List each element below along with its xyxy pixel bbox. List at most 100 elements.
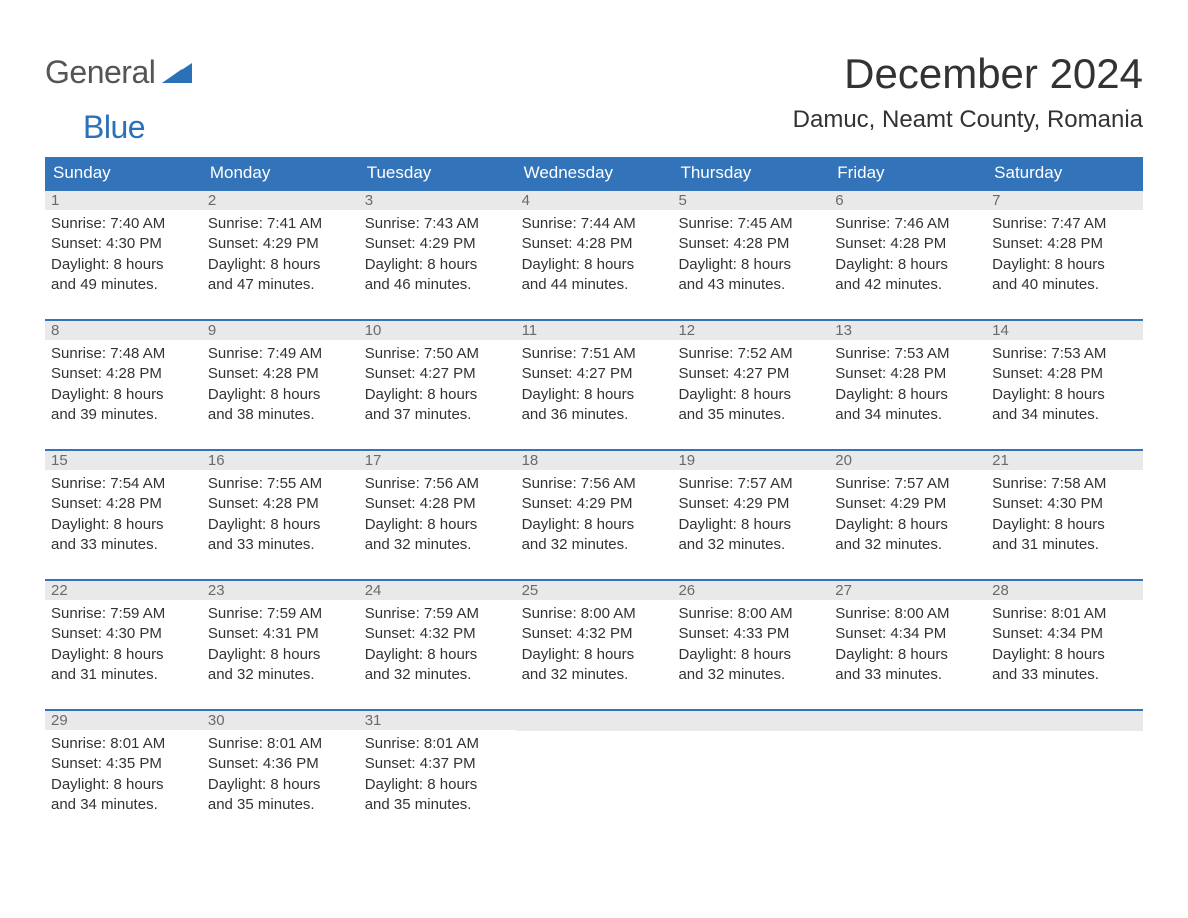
calendar-cell: 26Sunrise: 8:00 AMSunset: 4:33 PMDayligh…	[672, 581, 829, 693]
day-number: 5	[672, 191, 829, 210]
dl1-text: Daylight: 8 hours	[365, 385, 510, 405]
sunrise-text: Sunrise: 7:49 AM	[208, 344, 353, 364]
calendar-cell: 22Sunrise: 7:59 AMSunset: 4:30 PMDayligh…	[45, 581, 202, 693]
day-number: 28	[986, 581, 1143, 600]
sunset-text: Sunset: 4:28 PM	[522, 234, 667, 254]
cell-body: Sunrise: 7:44 AMSunset: 4:28 PMDaylight:…	[516, 210, 673, 299]
day-number: 23	[202, 581, 359, 600]
sunset-text: Sunset: 4:32 PM	[522, 624, 667, 644]
day-header-sat: Saturday	[986, 157, 1143, 189]
cell-body: Sunrise: 7:46 AMSunset: 4:28 PMDaylight:…	[829, 210, 986, 299]
dl2-text: and 32 minutes.	[678, 535, 823, 555]
calendar-cell: 20Sunrise: 7:57 AMSunset: 4:29 PMDayligh…	[829, 451, 986, 563]
dl1-text: Daylight: 8 hours	[51, 645, 196, 665]
dl1-text: Daylight: 8 hours	[992, 645, 1137, 665]
day-number	[829, 711, 986, 731]
calendar-cell: 4Sunrise: 7:44 AMSunset: 4:28 PMDaylight…	[516, 191, 673, 303]
cell-body: Sunrise: 7:59 AMSunset: 4:30 PMDaylight:…	[45, 600, 202, 689]
calendar-cell: 24Sunrise: 7:59 AMSunset: 4:32 PMDayligh…	[359, 581, 516, 693]
sunset-text: Sunset: 4:37 PM	[365, 754, 510, 774]
cell-body: Sunrise: 7:56 AMSunset: 4:28 PMDaylight:…	[359, 470, 516, 559]
day-number: 19	[672, 451, 829, 470]
cell-body: Sunrise: 7:59 AMSunset: 4:32 PMDaylight:…	[359, 600, 516, 689]
cell-body: Sunrise: 7:51 AMSunset: 4:27 PMDaylight:…	[516, 340, 673, 429]
cell-body: Sunrise: 7:56 AMSunset: 4:29 PMDaylight:…	[516, 470, 673, 559]
calendar-week: 22Sunrise: 7:59 AMSunset: 4:30 PMDayligh…	[45, 579, 1143, 693]
cell-body: Sunrise: 7:52 AMSunset: 4:27 PMDaylight:…	[672, 340, 829, 429]
day-header-tue: Tuesday	[359, 157, 516, 189]
cell-body: Sunrise: 7:55 AMSunset: 4:28 PMDaylight:…	[202, 470, 359, 559]
calendar-cell	[829, 711, 986, 823]
day-number: 18	[516, 451, 673, 470]
sunrise-text: Sunrise: 7:43 AM	[365, 214, 510, 234]
calendar-cell: 2Sunrise: 7:41 AMSunset: 4:29 PMDaylight…	[202, 191, 359, 303]
dl2-text: and 32 minutes.	[365, 665, 510, 685]
sunrise-text: Sunrise: 7:50 AM	[365, 344, 510, 364]
sunset-text: Sunset: 4:30 PM	[992, 494, 1137, 514]
dl2-text: and 33 minutes.	[992, 665, 1137, 685]
dl1-text: Daylight: 8 hours	[51, 255, 196, 275]
sunrise-text: Sunrise: 8:00 AM	[522, 604, 667, 624]
day-number: 9	[202, 321, 359, 340]
day-number: 7	[986, 191, 1143, 210]
dl1-text: Daylight: 8 hours	[51, 775, 196, 795]
dl2-text: and 43 minutes.	[678, 275, 823, 295]
day-number: 21	[986, 451, 1143, 470]
sunrise-text: Sunrise: 7:59 AM	[208, 604, 353, 624]
cell-body: Sunrise: 7:53 AMSunset: 4:28 PMDaylight:…	[829, 340, 986, 429]
cell-body: Sunrise: 7:57 AMSunset: 4:29 PMDaylight:…	[829, 470, 986, 559]
calendar-cell: 31Sunrise: 8:01 AMSunset: 4:37 PMDayligh…	[359, 711, 516, 823]
calendar-cell: 10Sunrise: 7:50 AMSunset: 4:27 PMDayligh…	[359, 321, 516, 433]
day-header-mon: Monday	[202, 157, 359, 189]
sunset-text: Sunset: 4:29 PM	[522, 494, 667, 514]
dl2-text: and 34 minutes.	[835, 405, 980, 425]
sunset-text: Sunset: 4:29 PM	[365, 234, 510, 254]
calendar: Sunday Monday Tuesday Wednesday Thursday…	[45, 157, 1143, 823]
calendar-cell: 15Sunrise: 7:54 AMSunset: 4:28 PMDayligh…	[45, 451, 202, 563]
logo: General Blue	[45, 56, 192, 143]
calendar-cell: 29Sunrise: 8:01 AMSunset: 4:35 PMDayligh…	[45, 711, 202, 823]
cell-body: Sunrise: 8:01 AMSunset: 4:36 PMDaylight:…	[202, 730, 359, 819]
dl1-text: Daylight: 8 hours	[678, 255, 823, 275]
sunrise-text: Sunrise: 7:55 AM	[208, 474, 353, 494]
dl1-text: Daylight: 8 hours	[365, 645, 510, 665]
dl1-text: Daylight: 8 hours	[208, 645, 353, 665]
cell-body: Sunrise: 8:01 AMSunset: 4:37 PMDaylight:…	[359, 730, 516, 819]
dl2-text: and 42 minutes.	[835, 275, 980, 295]
sunrise-text: Sunrise: 7:56 AM	[522, 474, 667, 494]
day-number: 17	[359, 451, 516, 470]
sunset-text: Sunset: 4:30 PM	[51, 234, 196, 254]
dl1-text: Daylight: 8 hours	[522, 385, 667, 405]
day-number: 4	[516, 191, 673, 210]
dl1-text: Daylight: 8 hours	[522, 255, 667, 275]
dl2-text: and 33 minutes.	[208, 535, 353, 555]
sunrise-text: Sunrise: 7:58 AM	[992, 474, 1137, 494]
cell-body: Sunrise: 7:54 AMSunset: 4:28 PMDaylight:…	[45, 470, 202, 559]
cell-body: Sunrise: 8:00 AMSunset: 4:32 PMDaylight:…	[516, 600, 673, 689]
dl1-text: Daylight: 8 hours	[365, 515, 510, 535]
sunrise-text: Sunrise: 7:48 AM	[51, 344, 196, 364]
dl2-text: and 47 minutes.	[208, 275, 353, 295]
cell-body: Sunrise: 7:53 AMSunset: 4:28 PMDaylight:…	[986, 340, 1143, 429]
sunset-text: Sunset: 4:29 PM	[835, 494, 980, 514]
dl2-text: and 32 minutes.	[208, 665, 353, 685]
day-number: 2	[202, 191, 359, 210]
calendar-week: 1Sunrise: 7:40 AMSunset: 4:30 PMDaylight…	[45, 189, 1143, 303]
sunset-text: Sunset: 4:28 PM	[51, 494, 196, 514]
dl2-text: and 32 minutes.	[365, 535, 510, 555]
calendar-cell	[672, 711, 829, 823]
calendar-cell: 9Sunrise: 7:49 AMSunset: 4:28 PMDaylight…	[202, 321, 359, 433]
dl2-text: and 33 minutes.	[51, 535, 196, 555]
sunset-text: Sunset: 4:34 PM	[992, 624, 1137, 644]
dl1-text: Daylight: 8 hours	[678, 515, 823, 535]
day-header-wed: Wednesday	[516, 157, 673, 189]
sunrise-text: Sunrise: 7:44 AM	[522, 214, 667, 234]
sunrise-text: Sunrise: 7:54 AM	[51, 474, 196, 494]
day-number: 16	[202, 451, 359, 470]
day-header-row: Sunday Monday Tuesday Wednesday Thursday…	[45, 157, 1143, 189]
dl1-text: Daylight: 8 hours	[208, 515, 353, 535]
sunset-text: Sunset: 4:35 PM	[51, 754, 196, 774]
day-number: 13	[829, 321, 986, 340]
sunset-text: Sunset: 4:28 PM	[992, 364, 1137, 384]
day-number	[672, 711, 829, 731]
